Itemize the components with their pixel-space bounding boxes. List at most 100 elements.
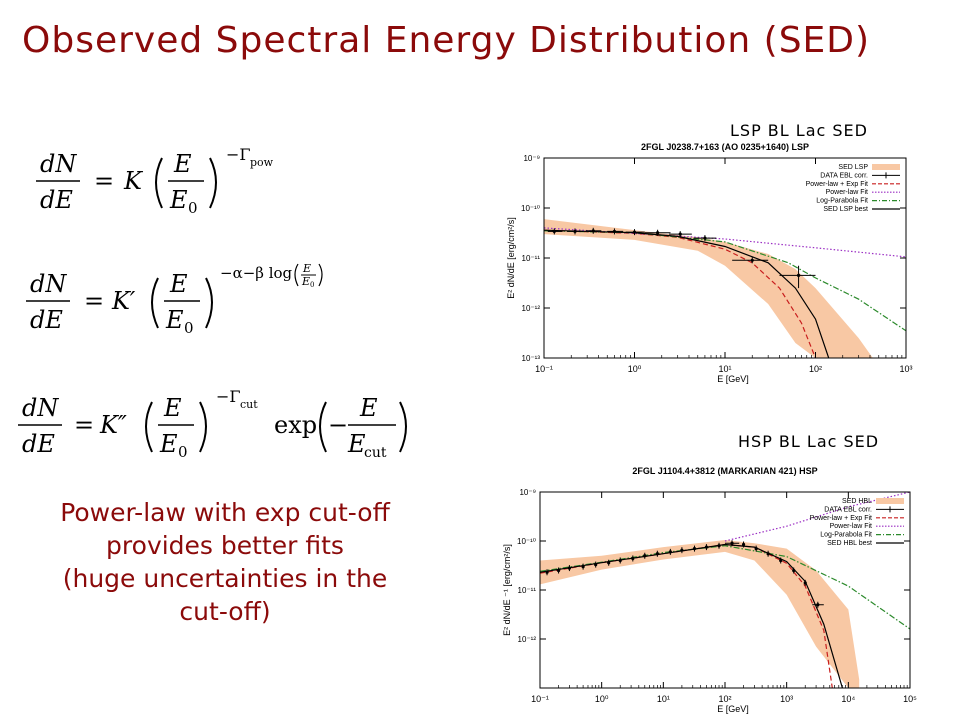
hsp-data-point (803, 581, 807, 585)
equation-power-law: dN dE = K E E 0 −Γ pow (28, 142, 318, 222)
lsp-data-point (796, 273, 801, 277)
equation-exp-cutoff: dN dE = K″ E E 0 −Γ cut exp − E E cut (12, 382, 422, 462)
lsp-chart-title: 2FGL J0238.7+163 (AO 0235+1640) LSP (641, 142, 809, 152)
hsp-legend-label: SED HBL best (827, 540, 872, 547)
hsp-legend-label: SED HBL (842, 498, 872, 505)
equation-log-parabola: dN dE = K′ E E 0 −α−β log E E 0 (20, 256, 350, 336)
slide-title: Observed Spectral Energy Distribution (S… (22, 20, 871, 61)
lsp-legend-swatch (872, 164, 900, 170)
eq3-lhs-num: dN (22, 394, 59, 422)
lsp-x-axis-label: E [GeV] (717, 374, 749, 384)
hsp-data-point (816, 603, 820, 607)
hsp-data-point (692, 546, 697, 551)
hsp-series-dotted-line (724, 492, 910, 542)
hsp-legend-label: Log-Parabola Fit (820, 532, 872, 539)
svg-text:=: = (84, 287, 104, 315)
eq1-frac-den: E (169, 186, 188, 214)
hsp-data-point (730, 541, 734, 545)
hsp-data-point (717, 544, 721, 548)
lsp-y-tick-label: 10⁻¹² (522, 304, 541, 313)
hsp-data-point (567, 566, 572, 570)
eq2-exp-frac-den-sub: 0 (310, 281, 314, 289)
hsp-x-tick-label: 10¹ (657, 694, 670, 704)
svg-text:=: = (74, 411, 94, 439)
lsp-y-axis-label: E² dN/dE [erg/cm²/s] (506, 217, 516, 299)
eq2-lhs-den: dE (30, 306, 63, 334)
eq3-den-sub: 0 (178, 443, 188, 461)
eq1-den-sub: 0 (188, 199, 198, 217)
eq3-lhs-den: dE (22, 430, 55, 458)
lsp-series-dashdot-line (544, 230, 906, 332)
caption-line: Power-law with exp cut-off (60, 498, 390, 527)
lsp-x-tick-label: 10⁻¹ (535, 364, 553, 374)
hsp-plot-label: HSP BL Lac SED (738, 432, 880, 451)
eq3-cut-den: E (347, 430, 366, 458)
lsp-legend-label: Log-Parabola Fit (816, 198, 868, 205)
lsp-legend-label: SED LSP (838, 164, 868, 171)
lsp-data-point (612, 229, 617, 234)
lsp-legend-label: Power-law Fit (826, 189, 868, 196)
lsp-legend-label: Power-law + Exp Fit (806, 181, 868, 188)
eq1-exp-base: −Γ (226, 145, 251, 164)
lsp-y-tick-label: 10⁻¹¹ (522, 254, 541, 263)
eq2-lhs-num: dN (30, 270, 67, 298)
lsp-series-dashed-line (544, 229, 817, 358)
hsp-x-tick-label: 10⁻¹ (531, 694, 549, 704)
lsp-data-point (552, 229, 556, 234)
hsp-data-point (779, 558, 783, 563)
lsp-y-tick-label: 10⁻¹⁰ (521, 204, 540, 213)
hsp-data-point (643, 554, 647, 558)
lsp-y-tick-label: 10⁻¹³ (522, 354, 541, 363)
lsp-y-tick-label: 10⁻⁹ (523, 154, 540, 163)
hsp-y-tick-label: 10⁻¹⁰ (517, 537, 536, 546)
hsp-data-point (607, 561, 611, 565)
lsp-x-tick-label: 10³ (899, 364, 912, 374)
lsp-data-point (703, 236, 707, 240)
eq2-frac-den: E (165, 306, 184, 334)
eq2-exp-frac-num: E (302, 262, 311, 275)
hsp-legend-label: DATA EBL corr. (824, 506, 872, 513)
caption-line: provides better fits (106, 531, 344, 560)
lsp-data-point (750, 258, 754, 262)
eq3-exp-sub: cut (240, 398, 258, 411)
hsp-y-axis-label: E² dN/dE ⁻¹ [erg/cm²/s] (502, 544, 512, 636)
hsp-data-point (754, 546, 758, 551)
hsp-sed-svg: 2FGL J1104.4+3812 (MARKARIAN 421) HSP 10⁻… (502, 466, 917, 714)
hsp-legend-label: Power-law + Exp Fit (810, 515, 872, 522)
eq2-coef: K′ (111, 287, 136, 315)
hsp-data-point (556, 568, 561, 573)
lsp-data-point (656, 231, 660, 235)
caption: Power-law with exp cut-off provides bett… (10, 496, 440, 628)
svg-text:−: − (328, 411, 348, 439)
lsp-plot-label: LSP BL Lac SED (730, 121, 868, 140)
eq3-func: exp (274, 411, 317, 439)
lsp-data-point (678, 232, 682, 236)
hsp-x-axis-label: E [GeV] (717, 704, 749, 714)
hsp-data-point (766, 552, 770, 556)
hsp-x-tick-label: 10³ (780, 694, 793, 704)
lsp-sed-chart: 2FGL J0238.7+163 (AO 0235+1640) LSP 10⁻¹ 1… (488, 140, 918, 398)
lsp-data-point (632, 230, 637, 234)
lsp-legend-label: SED LSP best (823, 206, 868, 213)
hsp-data-point (792, 568, 796, 573)
eq2-den-sub: 0 (184, 319, 194, 336)
hsp-x-tick-label: 10² (718, 694, 731, 704)
eq3-exp-base: −Γ (216, 387, 241, 406)
lsp-x-tick-label: 10⁰ (628, 364, 642, 374)
lsp-legend-label: DATA EBL corr. (820, 172, 868, 179)
hsp-confidence-band (540, 539, 860, 688)
eq1-coef: K (123, 167, 144, 195)
hsp-data-point (545, 570, 549, 574)
hsp-y-tick-label: 10⁻⁹ (519, 488, 536, 497)
eq2-exp-frac-den: E (301, 275, 310, 288)
hsp-legend-swatch (876, 498, 904, 504)
eq1-frac-num: E (173, 150, 192, 178)
eq1-exp-sub: pow (250, 156, 274, 169)
lsp-x-tick-label: 10¹ (718, 364, 731, 374)
hsp-data-point (704, 545, 709, 549)
lsp-confidence-band (544, 219, 873, 358)
hsp-x-tick-label: 10⁵ (903, 694, 917, 704)
hsp-data-point (594, 562, 598, 567)
hsp-data-point (631, 556, 635, 561)
